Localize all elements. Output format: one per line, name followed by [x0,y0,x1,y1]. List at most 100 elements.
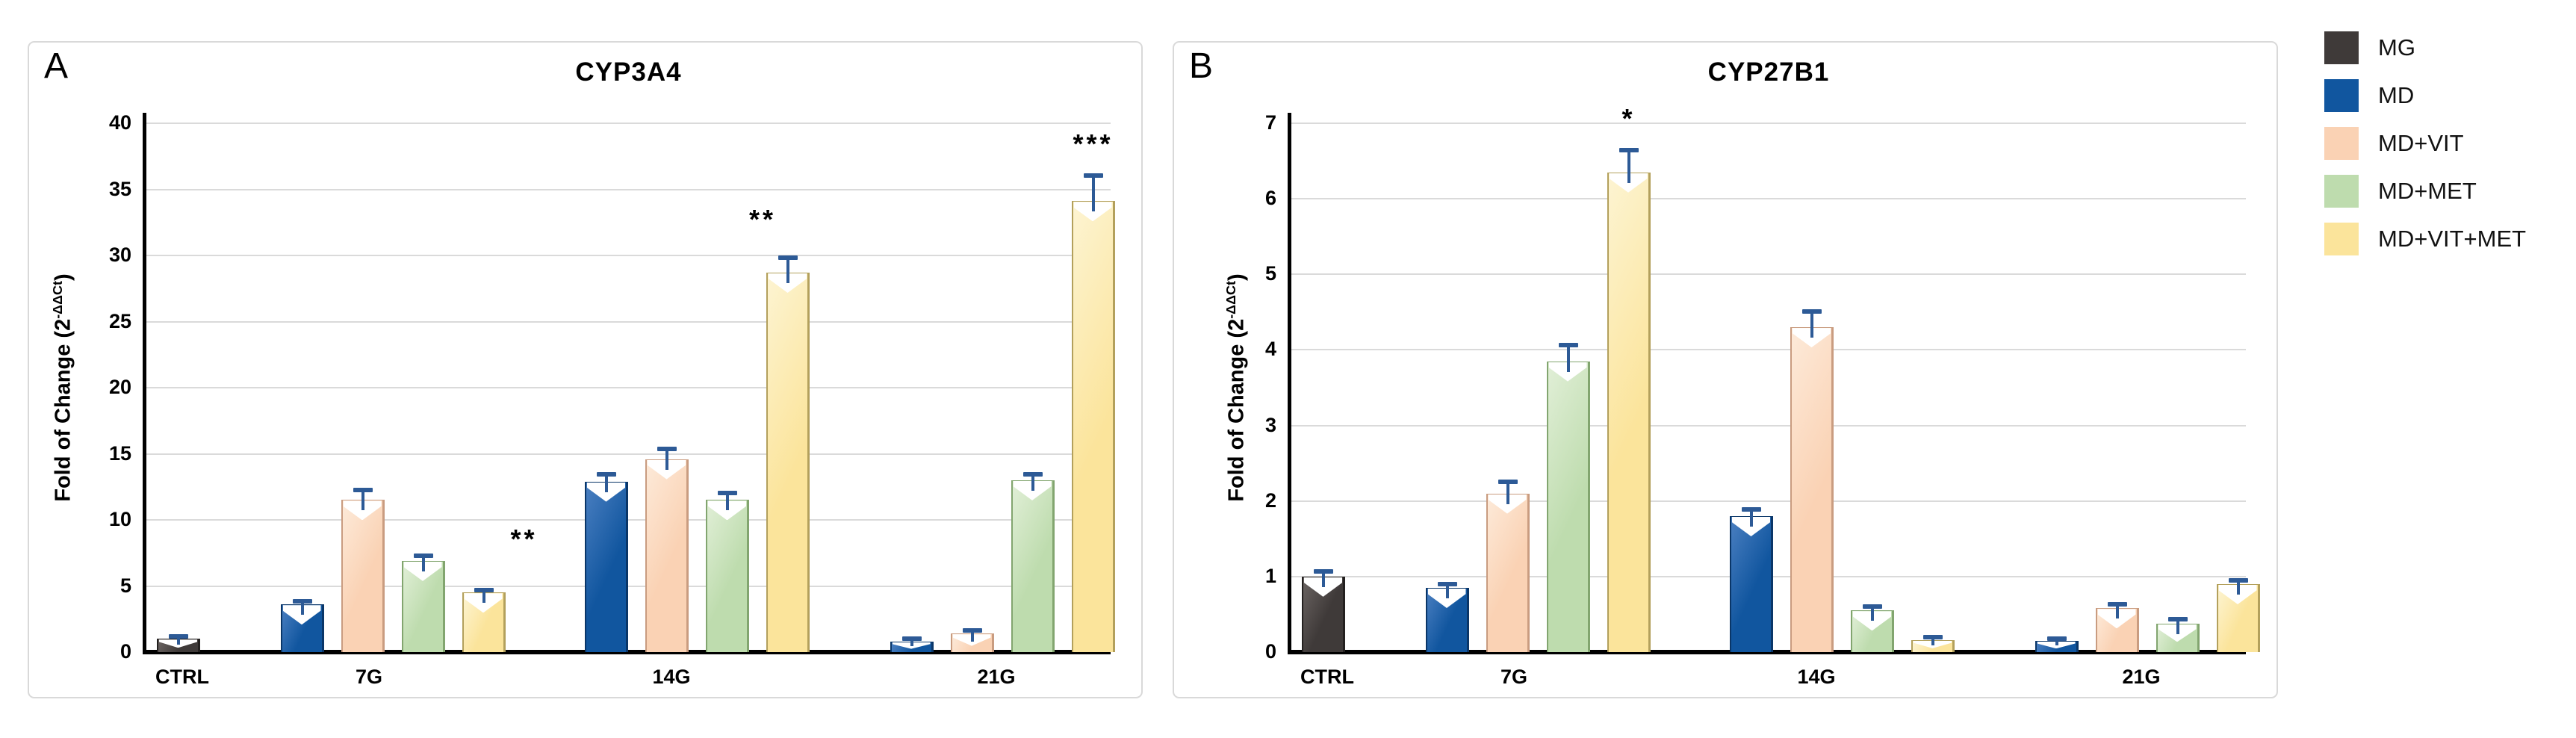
y-tick-label: 4 [1264,338,1276,361]
panel-b-chart: B CYP27B1 0 1 2 3 4 5 6 7 Fold of Change (2-ΔΔCt… [1173,41,2278,698]
bar-md-met-21g [2156,623,2200,652]
gridline [1291,123,2246,124]
error-bar-cap [169,633,188,639]
x-category-label: CTRL [1300,666,1354,688]
x-axis-line [143,650,1111,654]
y-tick-label: 2 [1264,489,1276,512]
error-bar-cap [292,598,312,604]
error-bar [1566,344,1570,372]
y-tick-label: 1 [1264,564,1276,587]
bar-md-14g [585,481,628,652]
bar-mg-ctrl [1302,576,1345,652]
error-bar-cap [657,447,677,452]
error-bar-cap [778,255,798,260]
error-bar [1031,474,1034,491]
error-bar-cap [1498,480,1518,485]
legend-swatch [2324,175,2359,208]
error-bar [1810,310,1813,338]
error-bar [665,448,668,470]
panel-a-chart: A CYP3A4 0 5 10 15 20 25 30 35 40 Fold of Change … [28,41,1143,698]
bar-md-met-21g [1011,480,1055,652]
error-bar-cap [353,488,373,493]
error-bar-cap [413,553,433,558]
error-bar [786,256,789,283]
legend-label: MD+MET [2378,178,2477,204]
error-bar-cap [1618,148,1639,153]
gridline [1291,500,2246,502]
bar-md-14g [1730,515,1773,652]
panel-b-label: B [1189,46,1214,86]
legend-item: MD+VIT+MET [2324,223,2526,255]
legend-item: MD+VIT [2324,127,2526,160]
error-bar-cap [1923,634,1943,639]
legend-swatch [2324,79,2359,112]
y-tick-label: 40 [108,111,131,134]
error-bar [2176,618,2179,634]
error-bar-cap [2228,577,2248,583]
error-bar-cap [718,490,737,495]
error-bar [1506,481,1509,504]
y-tick-label: 5 [120,574,131,597]
error-bar-cap [1802,308,1822,314]
error-bar-cap [1083,173,1103,179]
error-bar [910,638,913,646]
error-bar-cap [901,636,922,642]
sig-annotation: *** [1073,128,1114,160]
error-bar-cap [1022,472,1043,477]
bar-md-vit-7g [341,500,385,652]
x-category-label: 14G [1797,666,1836,688]
chart-legend: MG MD MD+VIT MD+MET MD+VIT+MET [2324,31,2526,270]
error-bar [1091,175,1095,212]
error-bar [1931,636,1934,645]
bar-md-7g [280,604,324,652]
error-bar [2236,579,2240,595]
gridline [1291,424,2246,427]
gridline [146,255,1111,256]
sig-annotation: * [1621,103,1636,134]
x-category-label: 7G [355,666,383,688]
y-tick-label: 10 [108,508,131,530]
sig-annotation: ** [748,204,777,235]
y-tick-label: 25 [108,309,131,332]
panel-b-title: CYP27B1 [1707,58,1830,87]
y-tick-label: 0 [1264,640,1276,663]
gridline [146,123,1111,124]
bar-md-met-14g [706,500,749,652]
y-tick-label: 6 [1264,187,1276,210]
gridline [1291,349,2246,351]
bar-md-met-7g [401,560,445,652]
x-axis-line [1288,650,2246,654]
gridline [146,387,1111,388]
error-bar-cap [1437,581,1457,586]
bar-md-7g [1425,588,1469,652]
bar-md-vit-met-14g [766,273,810,652]
legend-item: MG [2324,31,2526,64]
bar-md-vit-7g [1486,493,1530,652]
y-tick-label: 5 [1264,262,1276,285]
y-tick-label: 35 [108,177,131,200]
legend-swatch [2324,127,2359,160]
gridline [146,453,1111,455]
error-bar [970,629,974,642]
error-bar-cap [2046,636,2067,641]
error-bar [1627,149,1630,183]
gridline [146,519,1111,521]
error-bar [2115,604,2119,619]
gridline [146,188,1111,190]
y-axis-line [1288,113,1291,654]
legend-item: MD+MET [2324,175,2526,208]
x-category-label: CTRL [155,666,209,688]
legend-item: MD [2324,79,2526,112]
y-tick-label: 15 [108,441,131,465]
panel-a-label: A [44,46,69,86]
error-bar [421,554,425,571]
error-bar-cap [597,472,616,477]
legend-label: MD+VIT [2378,130,2464,156]
error-bar [177,635,180,645]
bar-md-vit-14g [645,459,689,652]
error-bar [1445,583,1449,599]
gridline [146,320,1111,323]
gridline [1291,198,2246,200]
error-bar [2055,637,2058,646]
y-axis-title: Fold of Change (2-ΔΔCt) [50,273,75,502]
